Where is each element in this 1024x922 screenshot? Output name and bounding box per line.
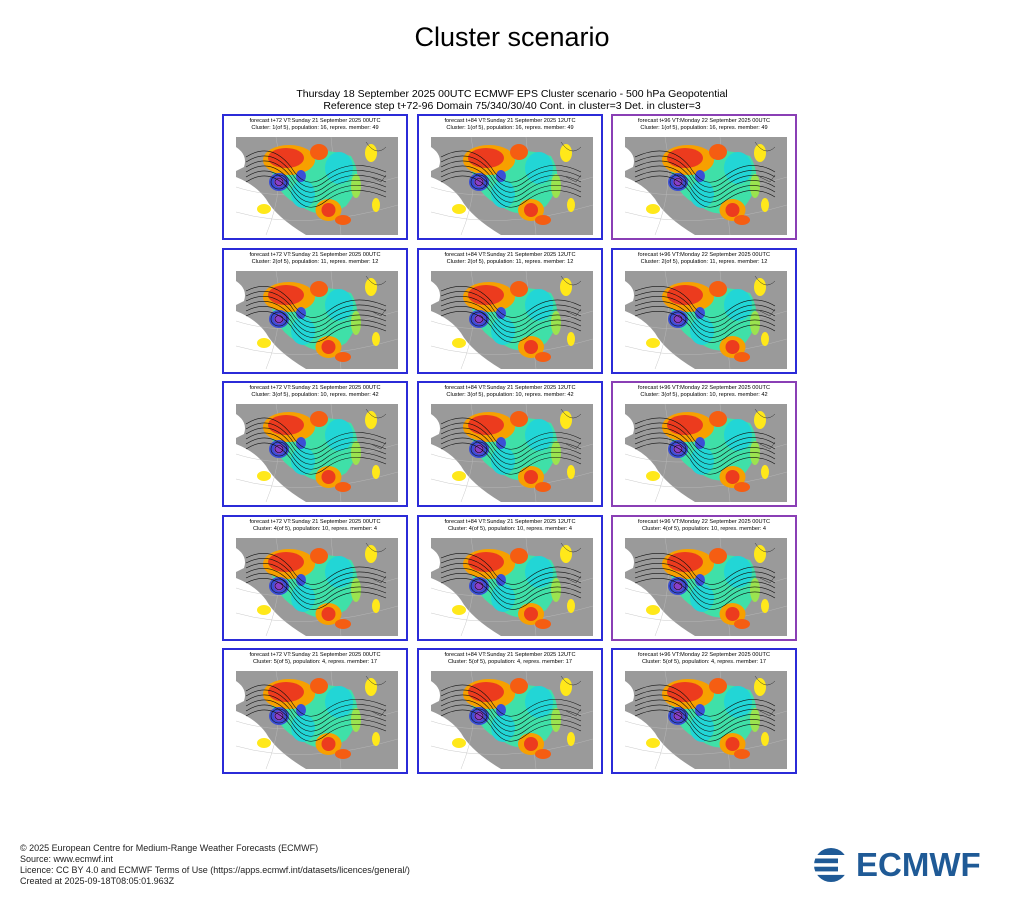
- panel-caption-line1: forecast t+72 VT:Sunday 21 September 202…: [249, 519, 381, 525]
- panel-caption-line2: Cluster: 4(of 5), population: 10, repres…: [252, 526, 378, 532]
- forecast-map: [236, 137, 398, 235]
- cluster-panel: forecast t+72 VT:Sunday 21 September 202…: [222, 515, 408, 641]
- cluster-panel: forecast t+96 VT:Monday 22 September 202…: [611, 648, 797, 774]
- panel-caption-line1: forecast t+96 VT:Monday 22 September 202…: [638, 252, 770, 258]
- forecast-map: [431, 137, 593, 235]
- forecast-map: [236, 271, 398, 369]
- panel-caption: forecast t+72 VT:Sunday 21 September 202…: [224, 652, 406, 666]
- panel-caption-line1: forecast t+72 VT:Sunday 21 September 202…: [249, 118, 381, 124]
- footer-source: Source: www.ecmwf.int: [20, 854, 114, 864]
- panel-caption-line1: forecast t+72 VT:Sunday 21 September 202…: [249, 652, 381, 658]
- ecmwf-logo-icon: [812, 848, 852, 882]
- panel-caption: forecast t+96 VT:Monday 22 September 202…: [613, 652, 795, 666]
- forecast-map: [236, 404, 398, 502]
- panel-caption-line2: Cluster: 2(of 5), population: 11, repres…: [446, 259, 574, 265]
- figure-header: Thursday 18 September 2025 00UTC ECMWF E…: [222, 88, 802, 112]
- forecast-map: [236, 671, 398, 769]
- panel-caption-line1: forecast t+84 VT:Sunday 21 September 202…: [444, 252, 576, 258]
- cluster-panel: forecast t+96 VT:Monday 22 September 202…: [611, 381, 797, 507]
- cluster-panel: forecast t+84 VT:Sunday 21 September 202…: [417, 381, 603, 507]
- ecmwf-logo[interactable]: ECMWF: [812, 846, 1008, 884]
- cluster-panel: forecast t+96 VT:Monday 22 September 202…: [611, 515, 797, 641]
- panel-caption-line2: Cluster: 3(of 5), population: 10, repres…: [251, 392, 379, 398]
- panel-caption-line2: Cluster: 3(of 5), population: 10, repres…: [446, 392, 574, 398]
- panel-caption-line2: Cluster: 4(of 5), population: 10, repres…: [447, 526, 573, 532]
- forecast-map: [431, 538, 593, 636]
- forecast-map: [236, 538, 398, 636]
- figure-header-line2: Reference step t+72-96 Domain 75/340/30/…: [323, 100, 701, 112]
- panel-caption-line2: Cluster: 1(of 5), population: 16, repres…: [446, 125, 574, 131]
- footer-licence: Licence: CC BY 4.0 and ECMWF Terms of Us…: [20, 865, 410, 875]
- panel-caption: forecast t+84 VT:Sunday 21 September 202…: [419, 385, 601, 399]
- cluster-panel: forecast t+72 VT:Sunday 21 September 202…: [222, 248, 408, 374]
- ecmwf-logo-text: ECMWF: [856, 846, 981, 883]
- panel-caption-line2: Cluster: 2(of 5), population: 11, repres…: [640, 259, 768, 265]
- panel-caption: forecast t+72 VT:Sunday 21 September 202…: [224, 252, 406, 266]
- panel-caption-line2: Cluster: 4(of 5), population: 10, repres…: [641, 526, 767, 532]
- cluster-panel: forecast t+84 VT:Sunday 21 September 202…: [417, 248, 603, 374]
- panel-caption-line2: Cluster: 5(of 5), population: 4, repres.…: [641, 659, 767, 665]
- panel-caption-line2: Cluster: 1(of 5), population: 16, repres…: [251, 125, 379, 131]
- panel-caption: forecast t+72 VT:Sunday 21 September 202…: [224, 519, 406, 533]
- panel-caption-line2: Cluster: 5(of 5), population: 4, repres.…: [447, 659, 573, 665]
- cluster-panel: forecast t+72 VT:Sunday 21 September 202…: [222, 381, 408, 507]
- cluster-panel: forecast t+72 VT:Sunday 21 September 202…: [222, 648, 408, 774]
- page-title: Cluster scenario: [414, 22, 610, 52]
- forecast-map: [625, 538, 787, 636]
- panel-caption: forecast t+84 VT:Sunday 21 September 202…: [419, 652, 601, 666]
- panel-caption-line1: forecast t+96 VT:Monday 22 September 202…: [638, 385, 770, 391]
- panel-caption-line1: forecast t+84 VT:Sunday 21 September 202…: [444, 519, 576, 525]
- panel-caption: forecast t+96 VT:Monday 22 September 202…: [613, 519, 795, 533]
- forecast-map: [625, 671, 787, 769]
- panel-caption: forecast t+96 VT:Monday 22 September 202…: [613, 252, 795, 266]
- footer: © 2025 European Centre for Medium-Range …: [20, 843, 410, 887]
- panel-caption-line1: forecast t+84 VT:Sunday 21 September 202…: [444, 652, 576, 658]
- cluster-panel: forecast t+72 VT:Sunday 21 September 202…: [222, 114, 408, 240]
- panel-caption-line1: forecast t+96 VT:Monday 22 September 202…: [638, 519, 770, 525]
- panel-caption-line2: Cluster: 5(of 5), population: 4, repres.…: [252, 659, 378, 665]
- forecast-map: [431, 404, 593, 502]
- panel-caption-line1: forecast t+72 VT:Sunday 21 September 202…: [249, 385, 381, 391]
- forecast-map: [625, 137, 787, 235]
- forecast-map: [625, 404, 787, 502]
- forecast-map: [625, 271, 787, 369]
- cluster-panel: forecast t+84 VT:Sunday 21 September 202…: [417, 515, 603, 641]
- panel-caption-line2: Cluster: 2(of 5), population: 11, repres…: [251, 259, 379, 265]
- cluster-panel: forecast t+84 VT:Sunday 21 September 202…: [417, 114, 603, 240]
- panel-caption-line1: forecast t+84 VT:Sunday 21 September 202…: [444, 385, 576, 391]
- panel-caption-line1: forecast t+96 VT:Monday 22 September 202…: [638, 652, 770, 658]
- panel-caption: forecast t+84 VT:Sunday 21 September 202…: [419, 118, 601, 132]
- panel-caption-line1: forecast t+72 VT:Sunday 21 September 202…: [249, 252, 381, 258]
- panel-caption: forecast t+72 VT:Sunday 21 September 202…: [224, 385, 406, 399]
- panel-caption-line1: forecast t+84 VT:Sunday 21 September 202…: [444, 118, 576, 124]
- panel-caption: forecast t+84 VT:Sunday 21 September 202…: [419, 252, 601, 266]
- cluster-panel: forecast t+96 VT:Monday 22 September 202…: [611, 248, 797, 374]
- panel-caption: forecast t+96 VT:Monday 22 September 202…: [613, 118, 795, 132]
- cluster-panel: forecast t+96 VT:Monday 22 September 202…: [611, 114, 797, 240]
- panel-caption-line2: Cluster: 1(of 5), population: 16, repres…: [640, 125, 768, 131]
- panel-caption-line2: Cluster: 3(of 5), population: 10, repres…: [640, 392, 768, 398]
- panel-caption: forecast t+84 VT:Sunday 21 September 202…: [419, 519, 601, 533]
- forecast-map: [431, 271, 593, 369]
- footer-created: Created at 2025-09-18T08:05:01.963Z: [20, 876, 175, 886]
- figure-header-line1: Thursday 18 September 2025 00UTC ECMWF E…: [296, 88, 728, 100]
- footer-copyright: © 2025 European Centre for Medium-Range …: [20, 843, 319, 853]
- panel-caption: forecast t+72 VT:Sunday 21 September 202…: [224, 118, 406, 132]
- cluster-panel: forecast t+84 VT:Sunday 21 September 202…: [417, 648, 603, 774]
- forecast-map: [431, 671, 593, 769]
- panel-caption-line1: forecast t+96 VT:Monday 22 September 202…: [638, 118, 770, 124]
- panel-caption: forecast t+96 VT:Monday 22 September 202…: [613, 385, 795, 399]
